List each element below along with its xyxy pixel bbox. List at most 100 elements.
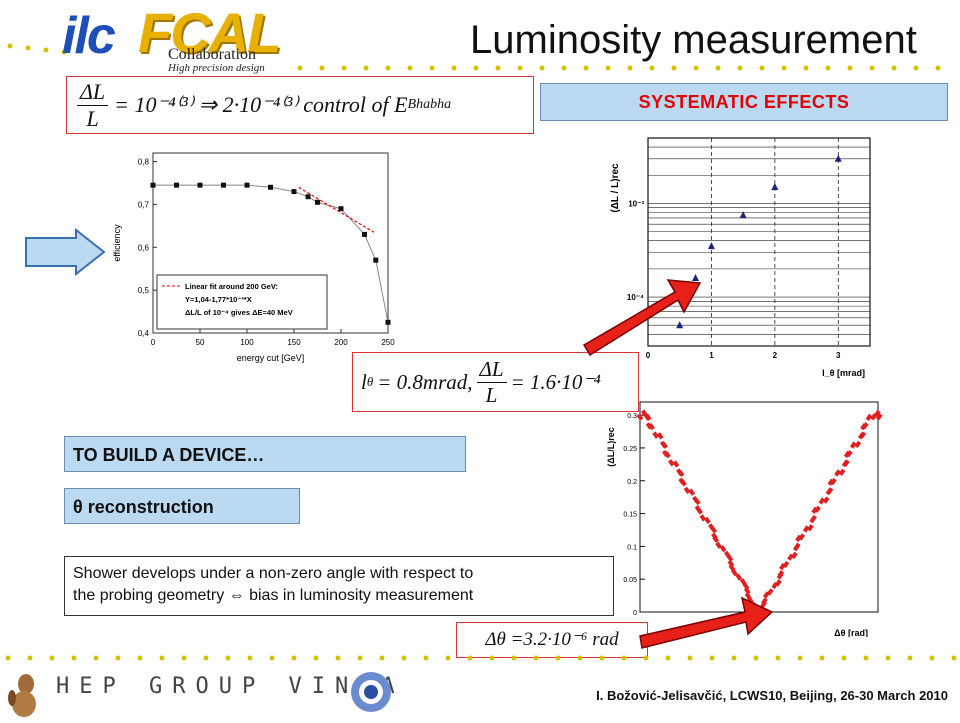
bottom-dot xyxy=(863,655,869,661)
top-dot xyxy=(759,65,765,71)
x-tick-label: 2 xyxy=(773,351,778,360)
bottom-dot xyxy=(27,655,33,661)
data-point xyxy=(710,526,718,534)
y-tick-label: 10⁻⁴ xyxy=(627,293,644,302)
data-point xyxy=(818,497,826,505)
data-point xyxy=(707,242,715,250)
plot-frame xyxy=(639,401,879,613)
luminosity-bias-chart: 0 1 2 3 10⁻³ 10⁻⁴ l_θ [mrad] (ΔL / L)rec xyxy=(610,137,871,378)
data-point xyxy=(731,569,738,577)
data-point xyxy=(735,573,743,581)
bottom-dot xyxy=(753,655,759,661)
data-point xyxy=(656,432,664,440)
x-axis-label: Δθ [rad] xyxy=(834,628,868,637)
data-point xyxy=(802,525,810,533)
figure-logo xyxy=(4,668,46,718)
bottom-dot xyxy=(379,655,385,661)
x-tick-label: 100 xyxy=(240,338,254,347)
x-tick-label: 50 xyxy=(196,338,205,347)
data-point xyxy=(291,189,297,195)
theta-bias-chart: 0 0.05 0.1 0.15 0.2 0.25 0.3 Δθ [rad] (ΔL/L)rec xyxy=(606,401,883,637)
data-point xyxy=(849,441,857,449)
x-axis-label: l_θ [mrad] xyxy=(822,368,865,378)
top-dot xyxy=(627,65,633,71)
y-tick-label: 0.05 xyxy=(623,577,637,584)
bottom-dot xyxy=(313,655,319,661)
bottom-dot xyxy=(71,655,77,661)
top-dot xyxy=(429,65,435,71)
x-tick-label: 1 xyxy=(709,351,714,360)
data-point xyxy=(693,497,701,506)
note-line-2: the probing geometry ⇔ bias in luminosit… xyxy=(73,587,474,604)
bottom-dot xyxy=(841,655,847,661)
bottom-dot xyxy=(577,655,583,661)
top-dot xyxy=(671,65,677,71)
data-point xyxy=(830,477,837,486)
y-axis-label: (ΔL / L)rec xyxy=(610,163,621,213)
data-point xyxy=(798,533,806,541)
delta-theta-formula: Δθ =3.2·10⁻⁶ rad xyxy=(456,622,648,658)
legend-entry: ΔL/L of 10⁻⁴ gives ΔE=40 MeV xyxy=(185,308,293,317)
bottom-dot xyxy=(819,655,825,661)
bottom-dot xyxy=(731,655,737,661)
bottom-dot xyxy=(511,655,517,661)
x-tick-label: 3 xyxy=(836,351,841,360)
bottom-dot xyxy=(599,655,605,661)
x-tick-label: 200 xyxy=(334,338,348,347)
x-axis-label: energy cut [GeV] xyxy=(237,353,305,363)
collaboration-label: Collaboration High precision design xyxy=(168,46,265,74)
bottom-dot xyxy=(269,655,275,661)
theta-reconstruction-label: θ reconstruction xyxy=(64,488,300,524)
data-point xyxy=(373,257,379,263)
data-point xyxy=(865,413,873,422)
data-point xyxy=(268,184,273,190)
top-dot xyxy=(891,65,897,71)
top-dot xyxy=(693,65,699,71)
data-point xyxy=(174,182,179,188)
bottom-dot xyxy=(775,655,781,661)
top-dot xyxy=(847,65,853,71)
bottom-dot xyxy=(247,655,253,661)
data-point xyxy=(726,554,734,562)
bottom-dot xyxy=(489,655,495,661)
data-point xyxy=(648,422,655,431)
top-dot xyxy=(473,65,479,71)
top-dot xyxy=(935,65,941,71)
x-tick-label: 250 xyxy=(381,338,395,347)
ilc-logo: ilc xyxy=(62,7,116,65)
y-tick-label: 0 xyxy=(633,610,637,617)
data-point xyxy=(728,564,736,572)
data-point xyxy=(688,488,696,496)
bottom-dot xyxy=(93,655,99,661)
top-dot xyxy=(825,65,831,71)
data-point xyxy=(875,413,883,421)
bottom-dot xyxy=(423,655,429,661)
y-tick-label: 0,5 xyxy=(138,286,150,295)
data-point xyxy=(771,182,779,190)
data-point xyxy=(739,211,747,219)
y-tick-label: 0,7 xyxy=(138,200,150,209)
y-tick-label: 0.2 xyxy=(627,479,637,486)
bottom-dot xyxy=(115,655,121,661)
top-dot xyxy=(385,65,391,71)
bottom-dot xyxy=(885,655,891,661)
top-dot xyxy=(803,65,809,71)
vinca-emblem xyxy=(346,666,396,718)
top-dot xyxy=(539,65,545,71)
data-point xyxy=(221,182,226,188)
build-device-label: TO BUILD A DEVICE… xyxy=(64,436,466,472)
y-tick-label: 0,4 xyxy=(138,329,150,338)
efficiency-chart: 0 50 100 150 200 250 0,4 0,5 0,6 0,7 0,8 Linear fit… xyxy=(112,152,395,363)
y-axis-label: (ΔL/L)rec xyxy=(606,427,616,466)
legend-box xyxy=(156,274,328,330)
bottom-dot xyxy=(137,655,143,661)
data-point xyxy=(668,459,675,467)
fcal-logo: FCAL xyxy=(138,1,281,64)
top-dot xyxy=(737,65,743,71)
bottom-dot xyxy=(401,655,407,661)
formula-top: ΔL L = 10⁻⁴⁽³⁾ ⇒ 2·10⁻⁴⁽³⁾ control of E Bh… xyxy=(66,76,534,134)
bottom-dot xyxy=(555,655,561,661)
data-point xyxy=(150,182,156,188)
data-point xyxy=(636,413,644,421)
